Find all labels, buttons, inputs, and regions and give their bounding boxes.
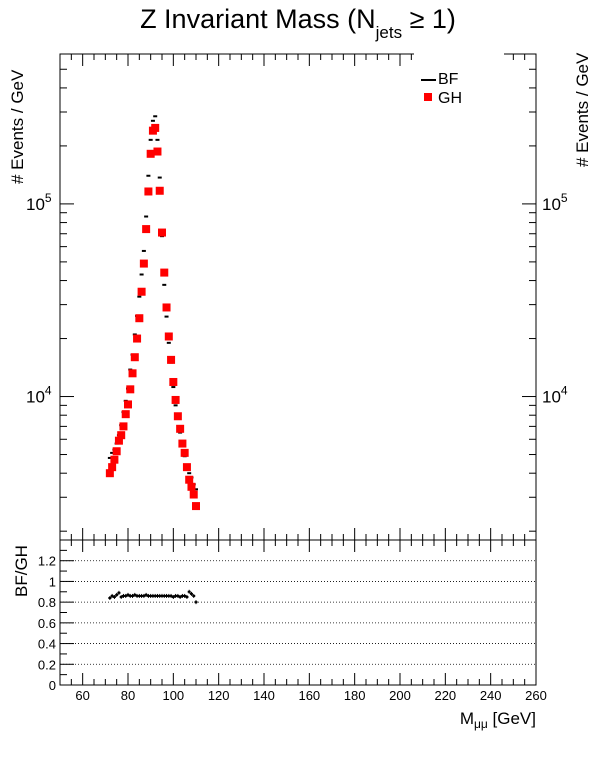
x-tick-label: 120 — [208, 688, 230, 703]
x-tick-label: 260 — [525, 688, 547, 703]
data-point-gh — [187, 482, 196, 491]
data-point-gh — [160, 268, 169, 277]
y-tick-label: 0 — [49, 678, 56, 693]
data-point-gh — [155, 186, 164, 195]
data-point-gh — [112, 447, 121, 456]
y-tick-label: 0.8 — [38, 595, 56, 610]
data-point-gh — [171, 395, 180, 404]
x-tick-label: 220 — [434, 688, 456, 703]
data-point-gh — [178, 439, 187, 448]
data-point-gh — [169, 377, 178, 386]
data-point-gh — [162, 303, 171, 312]
y-tick-label: 0.6 — [38, 616, 56, 631]
data-point-gh — [121, 410, 130, 419]
y-tick-label: 104 — [26, 384, 52, 407]
x-tick-label: 100 — [162, 688, 184, 703]
data-point-gh — [139, 259, 148, 268]
data-point-gh — [128, 369, 137, 378]
x-tick-label: 60 — [75, 688, 89, 703]
data-point-gh — [176, 424, 185, 433]
data-point-gh — [142, 225, 151, 234]
data-point-gh — [144, 187, 153, 196]
data-point-gh — [114, 436, 123, 445]
data-point-gh — [189, 490, 198, 499]
data-point-gh — [185, 475, 194, 484]
legend-label-bf: BF — [438, 71, 459, 88]
top-plot-frame — [59, 53, 537, 541]
legend-label-gh: GH — [438, 90, 462, 107]
data-point-gh — [146, 149, 155, 158]
top-panel: 104 104 105 105 # Events / GeV # Events / GeV… — [8, 46, 592, 541]
data-point-gh — [137, 287, 146, 296]
data-point-gh — [173, 412, 182, 421]
data-point-gh — [110, 455, 119, 464]
data-point-gh — [135, 314, 144, 323]
chart-title-tail: ≥ 1) — [402, 4, 456, 34]
chart-title: Z Invariant Mass (Njets ≥ 1) — [0, 4, 596, 42]
data-point-gh — [158, 228, 166, 237]
y-tick-label-right: 104 — [542, 384, 568, 407]
legend-marker-gh — [424, 93, 432, 101]
data-point-gh — [180, 448, 189, 457]
data-point-gh — [167, 355, 176, 364]
x-tick-label: 80 — [121, 688, 135, 703]
data-point-gh — [126, 385, 135, 394]
data-point-gh — [192, 502, 200, 511]
x-tick-label: 240 — [480, 688, 502, 703]
data-point-gh — [133, 334, 142, 343]
chart-title-main: Z Invariant Mass (N — [140, 4, 376, 34]
y-tick-label: 1.2 — [38, 554, 56, 569]
data-point-gh — [124, 400, 132, 409]
x-tick-label: 140 — [253, 688, 275, 703]
data-point-gh — [151, 123, 160, 132]
data-point-gh — [164, 332, 173, 341]
y-tick-label: 1 — [49, 574, 56, 589]
chart-title-subscript: jets — [375, 23, 403, 42]
y-tick-label-right: 105 — [542, 191, 568, 214]
ratio-panel: 0 0.2 0.4 0.6 0.8 1 1.2 BF/GH 60 80 100 120 140 160 18… — [12, 539, 547, 731]
y-axis-title-right: # Events / GeV — [573, 52, 592, 167]
y-tick-label: 105 — [26, 191, 52, 214]
y-axis-title: # Events / GeV — [8, 69, 27, 184]
data-point-gh — [108, 463, 117, 472]
data-point-gh — [130, 353, 139, 362]
x-axis-title: Mμμ [GeV] — [460, 709, 536, 731]
ratio-plot-frame — [59, 539, 537, 686]
data-point-gh — [153, 147, 162, 156]
data-point-gh — [105, 469, 114, 478]
x-tick-label: 200 — [389, 688, 411, 703]
y-tick-label: 0.2 — [38, 657, 56, 672]
data-point-gh — [119, 422, 128, 431]
x-tick-label: 160 — [298, 688, 320, 703]
data-point-gh — [117, 431, 126, 440]
ratio-axis-title: BF/GH — [12, 545, 31, 597]
y-tick-label: 0.4 — [38, 637, 56, 652]
x-tick-label: 180 — [344, 688, 366, 703]
data-point-gh — [182, 463, 191, 472]
